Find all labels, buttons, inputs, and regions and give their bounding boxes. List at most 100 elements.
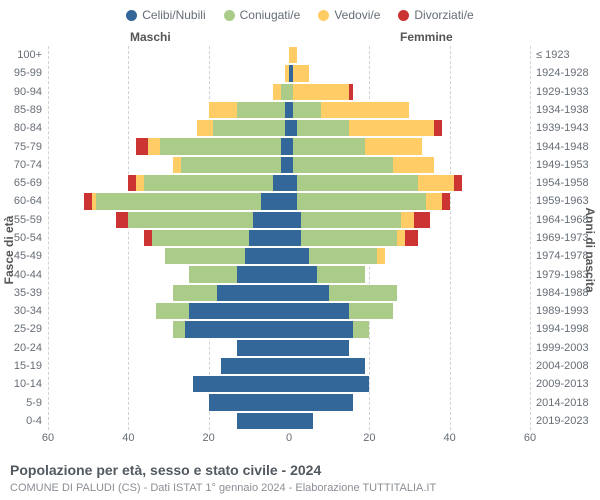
- seg-divorced: [136, 137, 148, 155]
- legend-label: Celibi/Nubili: [142, 8, 205, 22]
- xaxis-label: 60: [524, 432, 536, 444]
- seg-single: [261, 192, 289, 210]
- seg-married: [237, 101, 285, 119]
- xaxis: 6040200204060: [48, 432, 530, 448]
- seg-widowed: [393, 156, 433, 174]
- population-pyramid-chart: Celibi/Nubili Coniugati/e Vedovi/e Divorzia…: [0, 0, 600, 500]
- birth-label: 1934-1938: [536, 104, 589, 116]
- seg-single: [289, 412, 313, 430]
- legend-swatch: [398, 10, 409, 21]
- birth-label: 1929-1933: [536, 86, 589, 98]
- seg-single: [253, 211, 289, 229]
- age-label: 55-59: [14, 214, 42, 226]
- bar-female: [289, 247, 530, 265]
- bar-male: [48, 247, 289, 265]
- seg-widowed: [197, 119, 213, 137]
- chart-subtitle: COMUNE DI PALUDI (CS) - Dati ISTAT 1° ge…: [10, 482, 436, 494]
- legend-label: Coniugati/e: [240, 8, 301, 22]
- pyramid-row: [48, 174, 530, 192]
- age-label: 15-19: [14, 360, 42, 372]
- seg-single: [189, 302, 289, 320]
- birth-label: 1984-1988: [536, 287, 589, 299]
- seg-married: [144, 174, 273, 192]
- bar-female: [289, 192, 530, 210]
- seg-single: [185, 320, 289, 338]
- seg-married: [173, 284, 217, 302]
- pyramid-row: [48, 46, 530, 64]
- seg-single: [237, 339, 289, 357]
- bar-male: [48, 302, 289, 320]
- bar-male: [48, 156, 289, 174]
- seg-single: [289, 375, 369, 393]
- chart-title: Popolazione per età, sesso e stato civil…: [10, 462, 321, 478]
- legend-swatch: [318, 10, 329, 21]
- age-label: 10-14: [14, 378, 42, 390]
- bar-female: [289, 412, 530, 430]
- seg-single: [209, 393, 289, 411]
- bar-male: [48, 192, 289, 210]
- birth-label: 2019-2023: [536, 415, 589, 427]
- seg-married: [181, 156, 281, 174]
- seg-married: [165, 247, 245, 265]
- seg-single: [289, 192, 297, 210]
- seg-widowed: [401, 211, 413, 229]
- seg-married: [309, 247, 377, 265]
- seg-divorced: [349, 83, 353, 101]
- seg-single: [289, 357, 365, 375]
- bar-male: [48, 137, 289, 155]
- seg-single: [289, 174, 297, 192]
- bar-female: [289, 357, 530, 375]
- age-label: 45-49: [14, 250, 42, 262]
- bar-female: [289, 101, 530, 119]
- bar-male: [48, 339, 289, 357]
- birth-label: 1989-1993: [536, 305, 589, 317]
- birth-label: ≤ 1923: [536, 49, 570, 61]
- age-label: 100+: [17, 49, 42, 61]
- seg-widowed: [397, 229, 405, 247]
- seg-divorced: [116, 211, 128, 229]
- legend-item: Vedovi/e: [318, 8, 380, 22]
- legend-label: Divorziati/e: [414, 8, 473, 22]
- bar-female: [289, 46, 530, 64]
- age-label: 35-39: [14, 287, 42, 299]
- seg-married: [301, 229, 397, 247]
- seg-divorced: [442, 192, 450, 210]
- age-label: 80-84: [14, 122, 42, 134]
- seg-divorced: [128, 174, 136, 192]
- pyramid-row: [48, 211, 530, 229]
- bar-male: [48, 83, 289, 101]
- seg-single: [281, 156, 289, 174]
- birth-label: 1939-1943: [536, 122, 589, 134]
- bar-female: [289, 119, 530, 137]
- bar-female: [289, 302, 530, 320]
- birth-label: 1964-1968: [536, 214, 589, 226]
- seg-married: [349, 302, 393, 320]
- pyramid-row: [48, 137, 530, 155]
- bar-male: [48, 101, 289, 119]
- bar-female: [289, 339, 530, 357]
- xaxis-label: 60: [42, 432, 54, 444]
- bar-female: [289, 64, 530, 82]
- legend-item: Celibi/Nubili: [126, 8, 205, 22]
- bar-male: [48, 46, 289, 64]
- legend-item: Coniugati/e: [224, 8, 301, 22]
- pyramid-row: [48, 83, 530, 101]
- seg-married: [189, 265, 237, 283]
- bar-male: [48, 211, 289, 229]
- seg-single: [273, 174, 289, 192]
- seg-widowed: [365, 137, 421, 155]
- seg-widowed: [136, 174, 144, 192]
- seg-single: [237, 412, 289, 430]
- seg-single: [289, 302, 349, 320]
- bar-male: [48, 412, 289, 430]
- bar-male: [48, 265, 289, 283]
- seg-single: [249, 229, 289, 247]
- yaxis-right: 2019-20232014-20182009-20132004-20081999…: [530, 46, 600, 430]
- legend-item: Divorziati/e: [398, 8, 473, 22]
- bar-female: [289, 211, 530, 229]
- seg-married: [152, 229, 248, 247]
- seg-single: [237, 265, 289, 283]
- seg-married: [297, 119, 349, 137]
- seg-single: [289, 284, 329, 302]
- bar-female: [289, 393, 530, 411]
